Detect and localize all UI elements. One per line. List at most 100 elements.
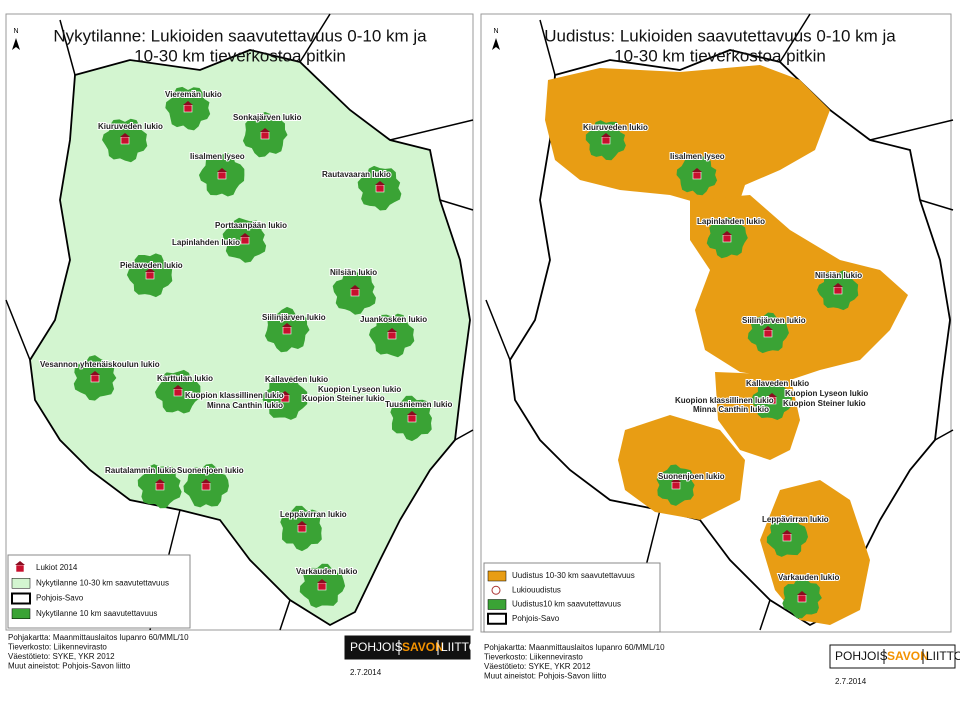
school-roof [173,385,183,389]
school-roof [387,328,397,332]
school-icon [833,286,843,295]
school-icon [692,171,702,180]
school-label: Kallaveden lukio [265,375,328,384]
school-label: Minna Canthin lukio [207,401,283,410]
school-label: Rautavaaran lukio [322,170,391,179]
school-roof [183,101,193,105]
access-30km-new [545,65,830,205]
legend-swatch [487,599,507,610]
school-icon [407,414,417,423]
school-icon [601,136,611,145]
legend-label: Uudistus10 km saavutettavuus [512,600,621,609]
school-label: Minna Canthin lukio [693,405,769,414]
north-arrow [492,38,500,50]
credit-line: Muut aineistot: Pohjois-Savon liitto [484,672,607,681]
school-roof [722,231,732,235]
logo-text: LIITTO [441,640,478,654]
school-icon [260,131,270,140]
school-icon [317,582,327,591]
neighbor-border [389,119,474,141]
school-roof [145,268,155,272]
school-icon [120,136,130,145]
legend-swatch [11,578,31,589]
school-icon [375,184,385,193]
school-icon [240,236,250,245]
legend-swatch [11,592,31,605]
legend-swatch [487,570,507,582]
school-label: Leppävirran lukio [762,515,829,524]
school-label: Rautalammin lukio [105,466,176,475]
neighbor-border [539,19,556,76]
neighbor-border [454,429,474,441]
neighbor-border [759,599,771,631]
map-date: 2.7.2014 [350,668,382,677]
school-roof [201,479,211,483]
legend-label: Uudistus 10-30 km saavutettavuus [512,571,635,580]
school-icon [155,482,165,491]
school-roof [833,283,843,287]
legend-box [7,554,191,629]
school-roof [240,233,250,237]
school-label: Karttulan lukio [157,374,213,383]
school-label: Nilsiän lukio [330,268,377,277]
credit-line: Tieverkosto: Liikennevirasto [484,653,583,662]
school-label: Sonkajärven lukio [233,113,302,122]
school-label: Tuusniemen lukio [385,400,453,409]
school-roof [120,133,130,137]
school-roof [407,411,417,415]
school-label: Lapinlahden lukio [172,238,240,247]
legend-label: Lukiouudistus [512,585,561,594]
school-label: Kuopion Lyseon lukio [318,385,401,394]
neighbor-border [299,13,331,63]
school-icon [671,481,681,490]
school-roof [260,128,270,132]
school-icon [282,326,292,335]
logo-text: SAVON [402,640,444,654]
legend-label: Nykytilanne 10 km saavutettavuus [36,609,157,618]
school-label: Kuopion Steiner lukio [302,394,385,403]
access-30km-new [618,415,745,520]
north-label: N [493,28,498,35]
school-roof [217,168,227,172]
credit-line: Pohjakartta: Maanmittauslaitos lupanro 6… [484,643,665,652]
school-label: Vieremän lukio [165,90,222,99]
logo-text: SAVON [887,649,929,663]
neighbor-border [485,299,511,361]
school-icon [297,524,307,533]
logo-box [829,644,956,669]
neighbor-border [919,199,954,211]
school-label: Porttaanpään lukio [215,221,287,230]
right_panel-map: N Uudistus: Lukioiden saavutettavuus 0-10… [485,13,954,631]
logo-text: POHJOIS [835,649,888,663]
school-icon [90,374,100,383]
neighbor-border [779,13,811,63]
neighbor-border [439,199,474,211]
school-icon [201,482,211,491]
school-label: Leppävirran lukio [280,510,347,519]
school-label: Lapinlahden lukio [697,217,765,226]
school-roof [280,391,290,395]
left_panel-map: N Nykytilanne: Lukioiden saavutettavuus 0… [5,13,474,631]
school-label: Kuopion klassillinen lukio [185,391,284,400]
credit-line: Tieverkosto: Liikennevirasto [8,643,107,652]
school-roof [763,326,773,330]
neighbor-border [59,19,76,76]
school-icon [722,234,732,243]
school-label: Siilinjärven lukio [262,313,326,322]
school-label: Kuopion Steiner lukio [783,399,866,408]
school-icon [15,564,25,573]
school-icon [350,288,360,297]
school-icon [782,533,792,542]
school-label: Iisalmen lyseo [670,152,725,161]
credit-line: Pohjakartta: Maanmittauslaitos lupanro 6… [8,633,189,642]
legend-label: Pohjois-Savo [36,594,84,603]
legend-swatch [11,608,31,619]
school-icon [387,331,397,340]
map-title: Nykytilanne: Lukioiden saavutettavuus 0-… [53,26,427,45]
north-label: N [13,28,18,35]
school-label: Kiuruveden lukio [583,123,648,132]
school-roof [155,479,165,483]
neighbor-border [279,599,291,631]
credit-line: Väestötieto: SYKE, YKR 2012 [8,652,115,661]
